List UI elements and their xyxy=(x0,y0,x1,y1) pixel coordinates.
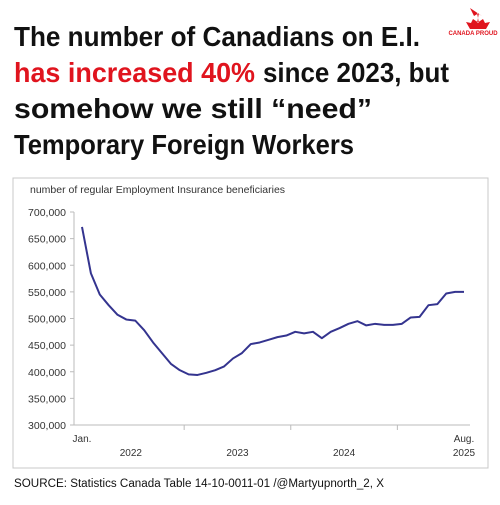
x-tick-label: Aug. xyxy=(454,434,475,445)
source: SOURCE: Statistics Canada Table 14-10-00… xyxy=(14,478,384,490)
headline-line: The number of Canadians on E.I. xyxy=(14,21,420,52)
y-tick-label: 700,000 xyxy=(28,207,66,219)
headline-line: has increased 40% since 2023, but xyxy=(14,57,449,88)
headline-highlight: has increased 40% xyxy=(14,57,255,88)
year-label: 2022 xyxy=(120,448,143,459)
headline-text: since 2023, but xyxy=(263,57,449,88)
y-tick-label: 300,000 xyxy=(28,420,66,432)
y-axis-label: number of regular Employment Insurance b… xyxy=(30,184,285,196)
y-tick-label: 600,000 xyxy=(28,260,66,272)
y-tick-label: 500,000 xyxy=(28,314,66,326)
data-line xyxy=(81,226,464,376)
y-tick-label: 550,000 xyxy=(28,287,66,299)
y-tick-label: 350,000 xyxy=(28,393,66,405)
headline-line: Temporary Foreign Workers xyxy=(14,129,354,160)
y-tick-label: 400,000 xyxy=(28,367,66,379)
logo-leaf xyxy=(466,8,490,29)
year-label: 2024 xyxy=(333,448,356,459)
year-label: 2025 xyxy=(453,448,476,459)
y-tick-label: 650,000 xyxy=(28,234,66,246)
x-tick-label: Jan. xyxy=(73,434,92,445)
chart-panel xyxy=(12,177,489,469)
y-tick-label: 450,000 xyxy=(28,340,66,352)
year-label: 2023 xyxy=(226,448,249,459)
headline-line: somehow we still “need” xyxy=(14,93,372,124)
logo-text: CANADA PROUD xyxy=(448,31,498,37)
